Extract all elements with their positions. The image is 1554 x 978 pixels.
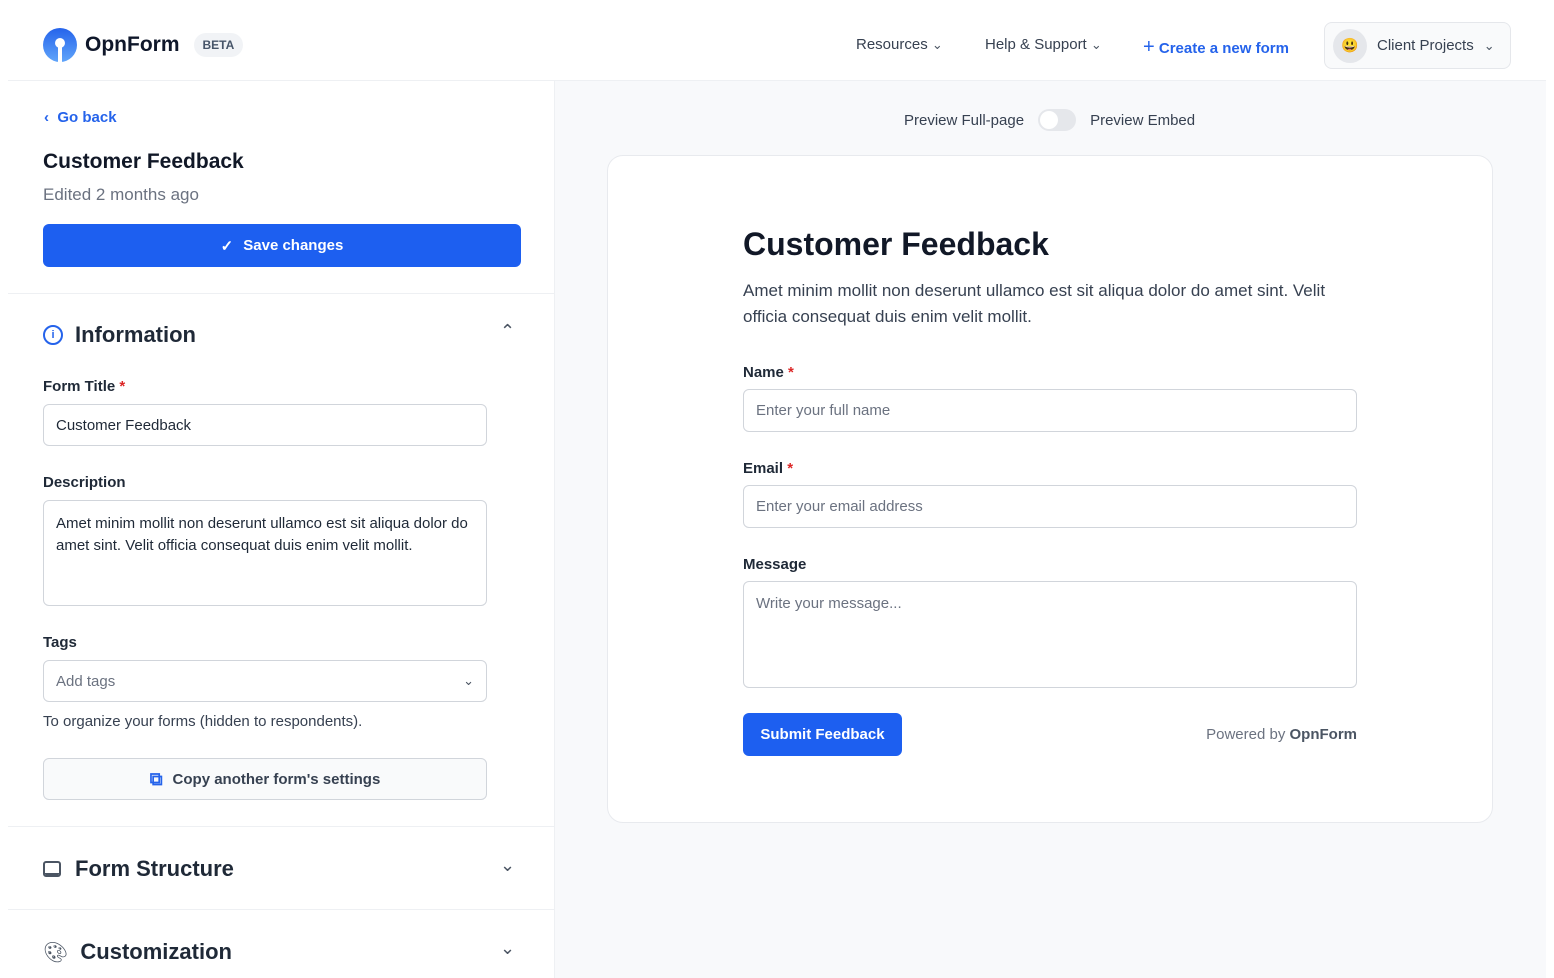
form-preview-card: Customer Feedback Amet minim mollit non … (607, 155, 1493, 823)
save-label: Save changes (243, 237, 344, 254)
check-icon: ✓ (220, 237, 234, 255)
form-structure-section-header[interactable]: Form Structure (43, 856, 234, 882)
submit-button[interactable]: Submit Feedback (743, 713, 902, 756)
email-label: Email * (743, 460, 794, 477)
tags-placeholder: Add tags (56, 672, 116, 690)
preview-title: Customer Feedback (743, 226, 1049, 262)
workspace-name: Client Projects (1377, 37, 1474, 54)
chevron-up-icon[interactable]: ⌃ (500, 321, 516, 341)
beta-badge: BETA (193, 33, 244, 57)
form-title-input[interactable]: Customer Feedback (43, 404, 487, 446)
opnform-logo-icon (43, 28, 77, 62)
resources-label: Resources (856, 36, 928, 53)
form-structure-title: Form Structure (75, 856, 234, 881)
info-icon: i (43, 325, 63, 345)
chevron-down-icon: ⌄ (1090, 37, 1102, 52)
form-title-label: Form Title * (43, 378, 126, 395)
workspace-selector[interactable]: 😃 Client Projects ⌄ (1324, 22, 1511, 69)
chevron-down-icon[interactable]: ⌄ (500, 855, 516, 875)
divider (8, 826, 555, 827)
brand-name: OpnForm (85, 33, 180, 56)
preview-full-label: Preview Full-page (904, 111, 1025, 129)
resources-menu[interactable]: Resources ⌄ (856, 36, 943, 53)
chevron-down-icon: ⌄ (931, 37, 943, 52)
top-bar: OpnForm BETA Resources ⌄ Help & Support ⌄… (8, 0, 1546, 81)
information-section-header[interactable]: i Information (43, 322, 196, 348)
description-textarea[interactable]: Amet minim mollit non deserunt ullamco e… (43, 500, 487, 606)
copy-label: Copy another form's settings (172, 770, 381, 788)
customization-title: Customization (80, 939, 232, 964)
tags-help: To organize your forms (hidden to respon… (43, 713, 363, 730)
description-label: Description (43, 474, 126, 491)
plus-icon: + (1143, 36, 1155, 58)
palette-icon: 🎨︎ (43, 941, 69, 964)
go-back-label: Go back (57, 109, 117, 126)
go-back-link[interactable]: ‹ Go back (44, 109, 117, 126)
divider (8, 293, 555, 294)
preview-toggle-row: Preview Full-page Preview Embed (904, 109, 1195, 131)
create-form-link[interactable]: + Create a new form (1143, 36, 1289, 59)
layers-icon (43, 861, 61, 877)
copy-settings-button[interactable]: ⧉ Copy another form's settings (43, 758, 487, 800)
chevron-down-icon: ⌄ (1483, 37, 1495, 53)
editor-sidebar: ‹ Go back Customer Feedback Edited 2 mon… (8, 81, 555, 978)
chevron-left-icon: ‹ (44, 109, 49, 126)
preview-pane: Preview Full-page Preview Embed Customer… (555, 81, 1546, 978)
form-name: Customer Feedback (43, 150, 244, 173)
help-label: Help & Support (985, 36, 1087, 53)
message-textarea[interactable]: Write your message... (743, 581, 1357, 688)
help-menu[interactable]: Help & Support ⌄ (985, 36, 1102, 53)
preview-embed-label: Preview Embed (1090, 111, 1196, 129)
name-input[interactable]: Enter your full name (743, 389, 1357, 432)
customization-section-header[interactable]: 🎨︎ Customization (43, 939, 232, 965)
save-changes-button[interactable]: ✓ Save changes (43, 224, 521, 267)
email-input[interactable]: Enter your email address (743, 485, 1357, 528)
create-label: Create a new form (1158, 40, 1289, 57)
preview-description: Amet minim mollit non deserunt ullamco e… (743, 281, 1326, 326)
divider (8, 909, 555, 910)
tags-label: Tags (43, 634, 77, 651)
logo[interactable]: OpnForm BETA (43, 28, 244, 62)
copy-icon: ⧉ (149, 768, 163, 789)
powered-by[interactable]: Powered by OpnForm (1206, 726, 1357, 743)
chevron-down-icon: ⌄ (463, 673, 474, 688)
workspace-avatar: 😃 (1333, 28, 1367, 63)
edited-time: Edited 2 months ago (43, 185, 199, 204)
message-label: Message (743, 556, 807, 573)
tags-select[interactable]: Add tags ⌄ (43, 660, 487, 702)
information-title: Information (75, 322, 196, 347)
chevron-down-icon[interactable]: ⌄ (500, 938, 516, 958)
preview-mode-toggle[interactable] (1038, 109, 1077, 131)
name-label: Name * (743, 364, 794, 381)
